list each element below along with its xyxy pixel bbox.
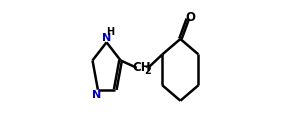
- Text: O: O: [185, 11, 195, 24]
- Text: N: N: [91, 90, 101, 100]
- Text: 2: 2: [144, 66, 151, 76]
- Text: H: H: [106, 27, 114, 37]
- Text: N: N: [102, 33, 111, 43]
- Text: CH: CH: [133, 61, 151, 74]
